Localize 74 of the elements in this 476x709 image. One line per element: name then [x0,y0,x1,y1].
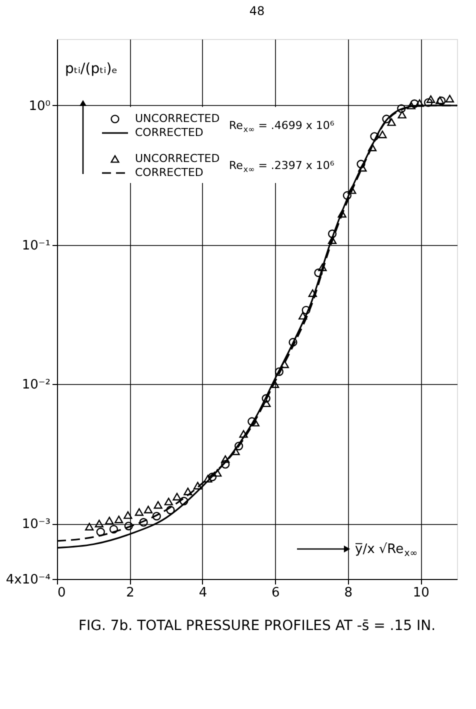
x-tick-label: 0 [58,586,66,600]
point [424,98,433,107]
x-tick-label: 6 [272,586,280,600]
point [204,474,212,482]
y-tick-label: 10⁰ [28,98,50,114]
point [124,522,133,530]
point [208,472,217,482]
y-tick-label: 10⁻³ [22,517,50,532]
point [358,164,367,172]
point [124,511,132,519]
point [328,236,337,244]
y-tick-label: 4x10⁻⁴ [6,572,50,588]
point [318,263,327,272]
point [356,160,366,168]
point [154,501,162,509]
point [308,289,317,297]
y-tick-label: 10⁻¹ [22,238,50,254]
point [302,306,310,314]
point [248,417,256,426]
point [342,191,352,200]
point [382,114,391,124]
point [406,102,416,110]
point [221,455,230,463]
point [262,399,271,408]
point [164,498,173,506]
point [397,104,406,113]
x-tick-label: 10 [412,586,430,600]
point [348,186,356,194]
point [152,512,161,520]
point [298,312,308,320]
point [172,492,182,500]
point [274,367,284,376]
point [184,488,192,496]
legend-label: CORRECTED [135,166,204,179]
point [415,99,424,107]
point [262,394,270,403]
point [410,99,419,108]
point [96,528,105,536]
point [288,338,298,347]
y-axis-title: pₜᵢ/(pₜᵢ)ₑ [65,61,118,77]
legend-label: UNCORRECTED [135,152,220,165]
point [221,460,230,469]
text: FIG. 7b. TOTAL PRESSURE PROFILES AT -s̄ = .15 IN. [78,618,436,634]
point [94,520,104,528]
point [328,230,337,238]
point [398,110,406,118]
point [144,506,153,514]
legend-label: UNCORRECTED [135,112,220,125]
y-tick-label: 10⁻² [22,378,50,393]
x-tick-label: 2 [126,586,134,600]
point [109,524,118,534]
point [105,516,114,524]
x-tick-label: 8 [344,586,353,600]
point [134,508,144,516]
text: 48 [249,4,265,18]
point [139,518,148,527]
point [314,268,323,278]
point [213,469,222,477]
point [166,506,175,514]
point [180,496,188,506]
point [378,130,387,138]
point [370,132,379,141]
point [114,516,124,524]
point [239,430,248,438]
point [338,210,346,218]
point [445,94,454,102]
point [85,522,94,530]
x-tick-label: 4 [198,586,208,600]
point [193,482,202,490]
legend-label: CORRECTED [135,126,204,139]
point [426,95,436,103]
point [368,144,377,152]
point [234,442,244,450]
point [387,118,396,126]
